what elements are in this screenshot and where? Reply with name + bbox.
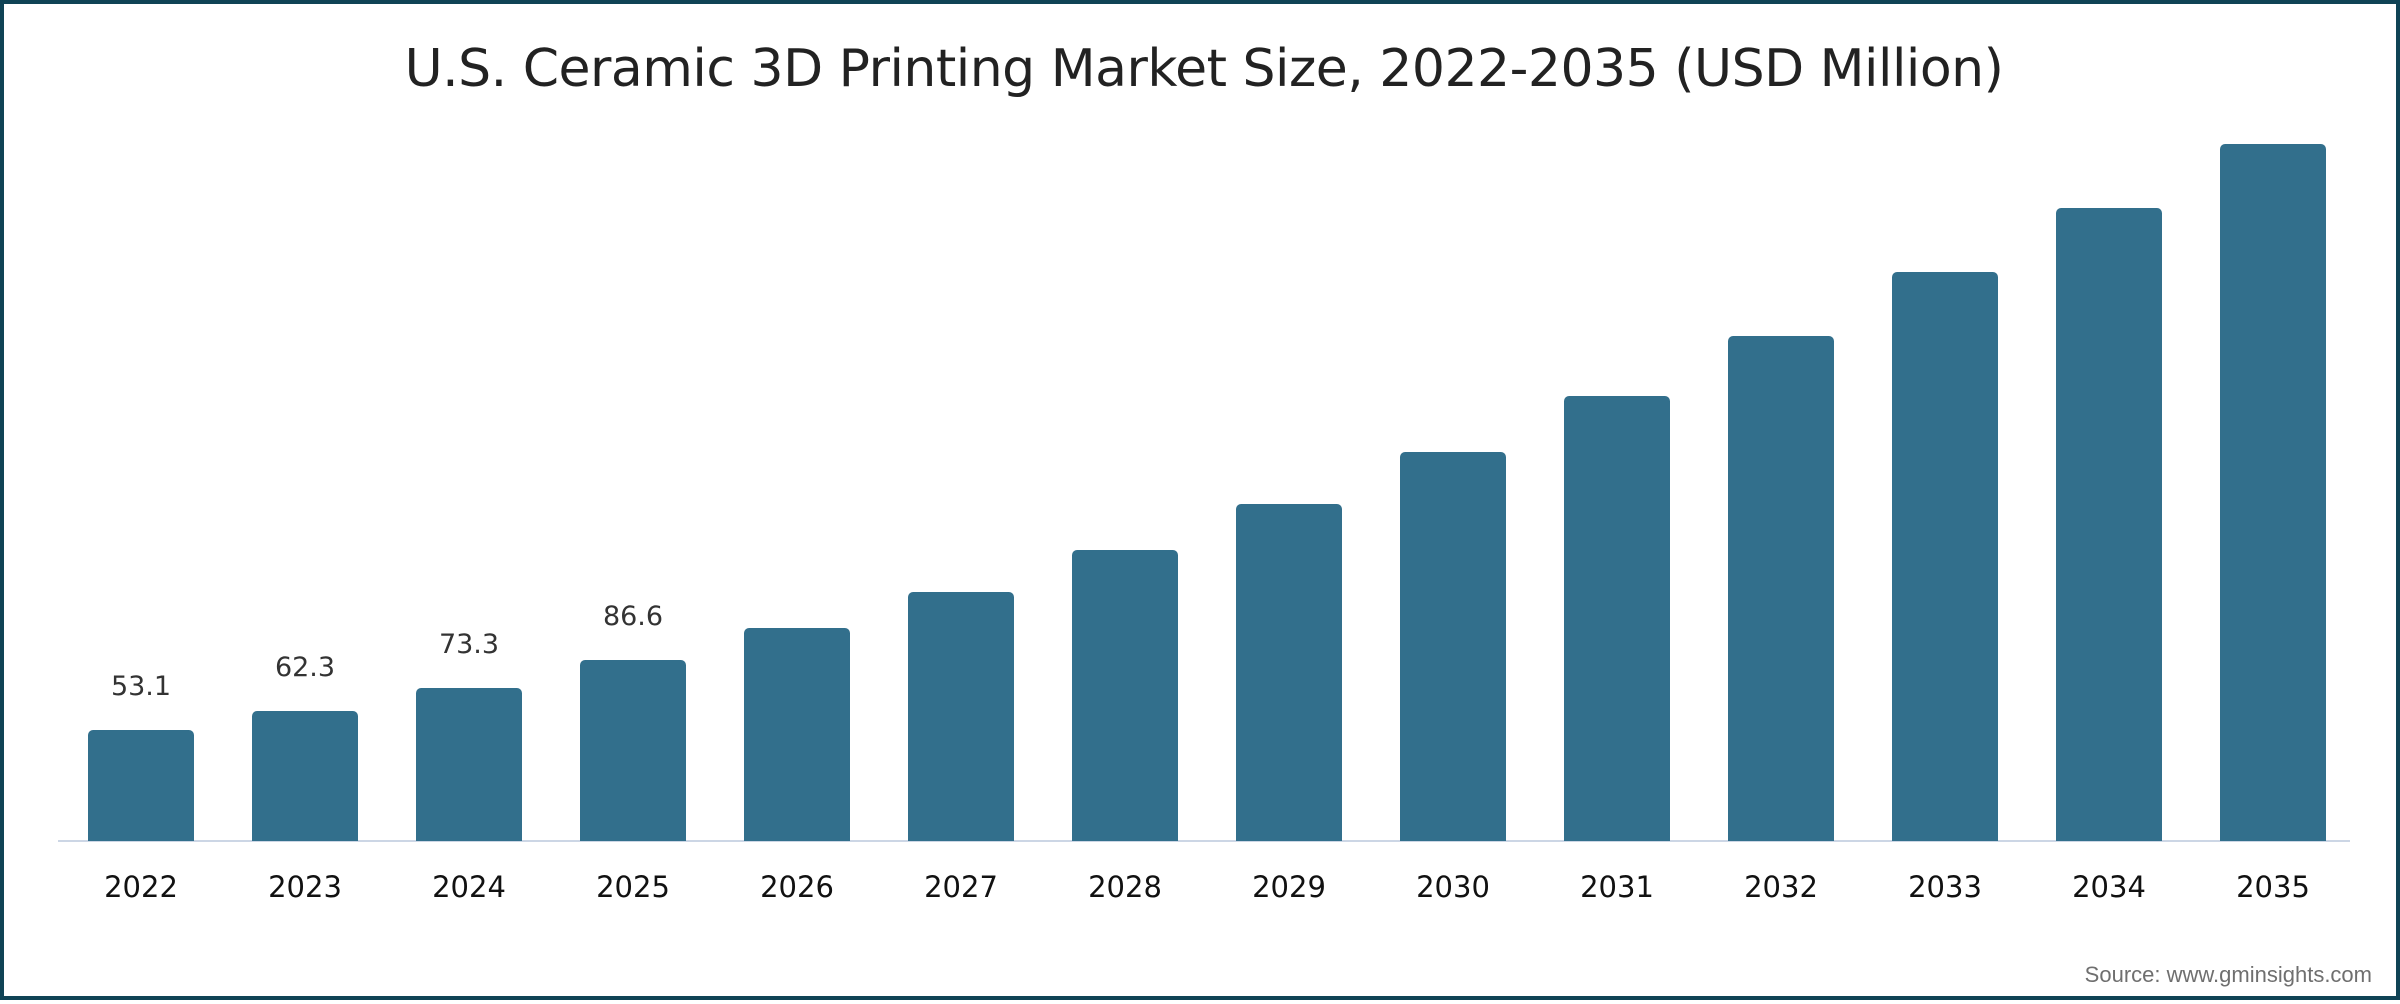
value-label-2023: 62.3	[274, 652, 336, 683]
x-axis-line	[58, 840, 2350, 842]
x-tick-label-2031: 2031	[1580, 870, 1654, 904]
x-tick-label-2033: 2033	[1908, 870, 1982, 904]
x-tick-label-2032: 2032	[1744, 870, 1818, 904]
x-tick-label-2023: 2023	[268, 870, 342, 904]
x-tick-label-2026: 2026	[760, 870, 834, 904]
bar-2029	[1236, 504, 1342, 841]
x-tick-label-2027: 2027	[924, 870, 998, 904]
bar-2028	[1072, 550, 1178, 841]
x-tick-label-2024: 2024	[432, 870, 506, 904]
bar-2027	[908, 592, 1014, 841]
bar-2023	[252, 711, 358, 841]
x-tick-label-2029: 2029	[1252, 870, 1326, 904]
value-label-2024: 73.3	[438, 629, 500, 660]
bar-2034	[2056, 208, 2162, 841]
bar-2022	[88, 730, 194, 841]
x-tick-label-2022: 2022	[104, 870, 178, 904]
x-tick-label-2035: 2035	[2236, 870, 2310, 904]
bar-2032	[1728, 336, 1834, 841]
x-tick-label-2034: 2034	[2072, 870, 2146, 904]
x-tick-label-2028: 2028	[1088, 870, 1162, 904]
source-note: Source: www.gminsights.com	[2084, 962, 2372, 987]
bar-2026	[744, 628, 850, 841]
bar-2030	[1400, 452, 1506, 841]
bar-2024	[416, 688, 522, 841]
bar-2035	[2220, 144, 2326, 841]
x-tick-label-2030: 2030	[1416, 870, 1490, 904]
bar-2025	[580, 660, 686, 841]
chart-title: U.S. Ceramic 3D Printing Market Size, 20…	[404, 39, 2004, 99]
plot-area: 53.1 2022 62.3 2023 73.3 2024 86.6 2025 2026 2027…	[4, 4, 2400, 1004]
value-label-2022: 53.1	[110, 671, 172, 702]
bar-2031	[1564, 396, 1670, 841]
value-label-2025: 86.6	[602, 601, 664, 632]
x-tick-label-2025: 2025	[596, 870, 670, 904]
bar-2033	[1892, 272, 1998, 841]
